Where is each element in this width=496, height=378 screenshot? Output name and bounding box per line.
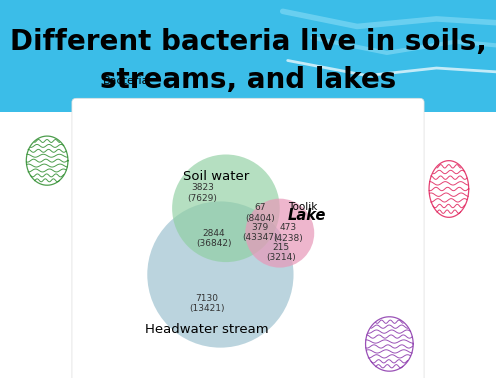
- Text: 215
(3214): 215 (3214): [266, 243, 296, 262]
- Text: Soil water: Soil water: [183, 170, 249, 183]
- Bar: [0, 112, 496, 378]
- Text: 67
(8404): 67 (8404): [245, 203, 275, 223]
- Circle shape: [147, 201, 294, 348]
- Text: 2844
(36842): 2844 (36842): [196, 229, 231, 248]
- Bar: [0, 78, 496, 112]
- FancyBboxPatch shape: [72, 98, 424, 378]
- Text: 7130
(13421): 7130 (13421): [189, 294, 224, 313]
- FancyBboxPatch shape: [0, 0, 496, 119]
- Text: Headwater stream: Headwater stream: [145, 323, 268, 336]
- Text: 3823
(7629): 3823 (7629): [187, 183, 217, 203]
- Text: Lake: Lake: [288, 208, 326, 223]
- Text: 379
(43347): 379 (43347): [242, 223, 278, 242]
- Text: Different bacteria live in soils,: Different bacteria live in soils,: [9, 28, 487, 56]
- Text: streams, and lakes: streams, and lakes: [100, 66, 396, 94]
- Text: 473
(4238): 473 (4238): [273, 223, 303, 243]
- Text: Bacteria: Bacteria: [103, 76, 150, 86]
- Circle shape: [172, 155, 280, 262]
- Text: Toolik: Toolik: [288, 202, 317, 212]
- Circle shape: [245, 199, 314, 268]
